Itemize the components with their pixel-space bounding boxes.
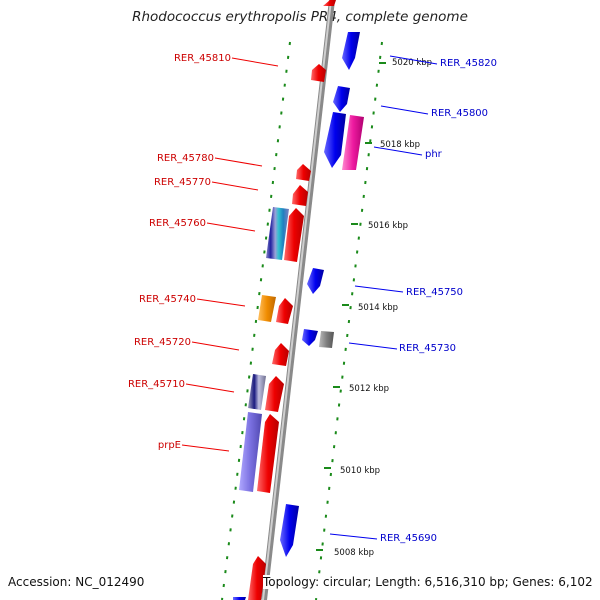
gene-rer-45820[interactable] <box>342 32 360 70</box>
gene-label-rer-45740[interactable]: RER_45740 <box>139 294 196 305</box>
genome-backbone <box>261 0 335 600</box>
gene-rer-45800-top[interactable] <box>333 86 350 112</box>
scale-tick-label: 5018 kbp <box>380 140 420 150</box>
scale-tick-label: 5016 kbp <box>368 221 408 231</box>
map-title: Rhodococcus erythropolis PR4, complete g… <box>132 9 468 25</box>
gene-prpE-red[interactable] <box>257 414 279 493</box>
gene-prpE[interactable] <box>239 412 262 492</box>
reverse-strand-genes <box>233 32 364 600</box>
scale-tick-label: 5008 kbp <box>334 548 374 558</box>
gene-label-rer-45760[interactable]: RER_45760 <box>149 218 206 229</box>
gene-rer-45800[interactable] <box>324 112 346 168</box>
gene-rer-45760-multicolor[interactable] <box>266 207 289 260</box>
gene-label-phr[interactable]: phr <box>425 149 443 160</box>
gene-label-rer-45800[interactable]: RER_45800 <box>431 108 488 119</box>
topology-text: Topology: circular; Length: 6,516,310 bp… <box>263 575 593 589</box>
gene-label-rer-45770[interactable]: RER_45770 <box>154 177 211 188</box>
scale-tick-label: 5014 kbp <box>358 303 398 313</box>
gene-label-rer-45810[interactable]: RER_45810 <box>174 53 231 64</box>
gene-rer-45730[interactable] <box>319 331 334 348</box>
scale-ticks: 5020 kbp 5018 kbp 5016 kbp 5014 kbp 5012… <box>316 58 432 558</box>
gene-label-rer-45720[interactable]: RER_45720 <box>134 337 191 348</box>
gene-rer-45740[interactable] <box>258 295 276 322</box>
gene-rer-45760[interactable] <box>284 208 304 262</box>
gene-label-rer-45780[interactable]: RER_45780 <box>157 153 214 164</box>
gene-top-forward[interactable] <box>323 0 336 6</box>
scale-tick-label: 5012 kbp <box>349 384 389 394</box>
accession-text: Accession: NC_012490 <box>8 575 145 589</box>
gene-rer-45740-red[interactable] <box>276 298 293 324</box>
forward-strand-genes <box>239 0 336 600</box>
gene-rer-45810[interactable] <box>311 64 326 82</box>
scale-tick-label: 5010 kbp <box>340 466 380 476</box>
right-gene-labels: RER_45820 RER_45800 phr RER_45750 RER_45… <box>329 55 497 544</box>
gene-label-rer-45710[interactable]: RER_45710 <box>128 379 185 390</box>
gene-label-prpE[interactable]: prpE <box>158 440 181 451</box>
gene-rer-45780[interactable] <box>296 164 311 181</box>
gene-rer-45720[interactable] <box>272 343 289 366</box>
gene-label-rer-45690[interactable]: RER_45690 <box>380 533 437 544</box>
gene-rer-45710-multicolor[interactable] <box>248 374 266 410</box>
gene-rer-45750[interactable] <box>307 268 324 294</box>
gene-label-rer-45730[interactable]: RER_45730 <box>399 343 456 354</box>
gene-label-rer-45820[interactable]: RER_45820 <box>440 58 497 69</box>
gene-rer-45770[interactable] <box>292 185 308 206</box>
left-gene-labels: RER_45810 RER_45780 RER_45770 RER_45760 … <box>128 53 279 452</box>
gene-rer-45690[interactable] <box>280 504 299 557</box>
gene-label-rer-45750[interactable]: RER_45750 <box>406 287 463 298</box>
gene-phr[interactable] <box>342 115 364 170</box>
gene-bottom-forward[interactable] <box>248 556 266 600</box>
gene-rer-45730-blue[interactable] <box>302 329 318 346</box>
gene-bottom-reverse[interactable] <box>233 597 246 600</box>
outer-tick-track <box>315 41 383 600</box>
gene-rer-45710[interactable] <box>265 376 284 412</box>
inner-tick-track <box>221 41 291 600</box>
scale-tick-label: 5020 kbp <box>392 58 432 68</box>
